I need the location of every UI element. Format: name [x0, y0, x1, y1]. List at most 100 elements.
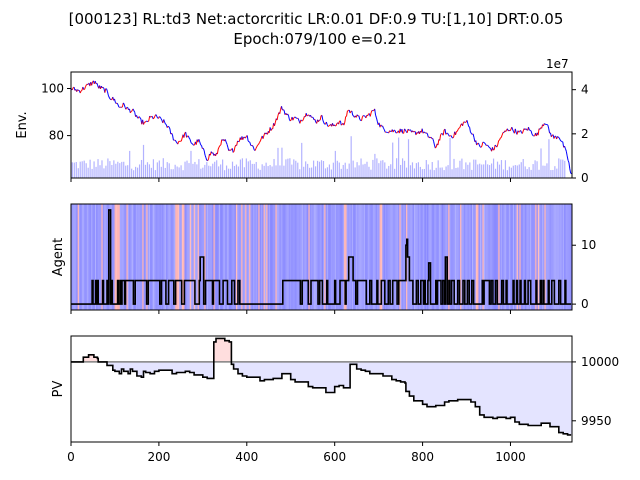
price-segment — [476, 143, 478, 146]
price-segment — [351, 110, 354, 116]
volume-bar — [544, 165, 546, 178]
pv-fill-above — [86, 357, 89, 362]
price-segment — [114, 98, 116, 103]
price-line — [70, 80, 572, 175]
volume-bar — [550, 170, 552, 178]
price-segment — [564, 145, 566, 149]
action-buy-band — [461, 204, 463, 310]
price-segment — [136, 115, 138, 118]
volume-bar — [247, 161, 249, 178]
volume-bar — [119, 163, 121, 178]
env-ytick-label-100: 100 — [41, 81, 64, 95]
price-segment — [483, 141, 485, 144]
volume-bar — [218, 166, 220, 178]
volume-bar — [496, 161, 499, 178]
volume-bar — [360, 158, 362, 178]
volume-bar — [277, 147, 279, 178]
action-buy-band — [400, 204, 403, 310]
volume-bar — [528, 167, 530, 178]
pv-fill-below — [172, 361, 177, 374]
action-buy-band — [329, 204, 331, 310]
action-sell-band — [275, 204, 277, 310]
action-sell-band — [535, 204, 537, 310]
volume-bar — [526, 169, 528, 178]
action-buy-band — [161, 204, 164, 310]
action-buy-band — [192, 204, 194, 310]
action-buy-band — [72, 204, 74, 310]
env-ytick-label-80: 80 — [49, 129, 64, 143]
pv-x-ticks: 0 200 400 600 800 1000 — [67, 442, 526, 464]
volume-bar — [536, 161, 538, 178]
volume-bar — [93, 161, 95, 178]
action-buy-band — [88, 204, 90, 310]
volume-bar — [368, 166, 370, 178]
action-sell-band — [176, 204, 178, 310]
action-buy-band — [210, 204, 213, 310]
volume-bar — [471, 169, 473, 178]
price-segment — [389, 130, 391, 132]
env-rtick-label-2: 2 — [581, 127, 589, 141]
action-sell-band — [258, 204, 260, 310]
volume-bar — [330, 169, 332, 178]
action-buy-band — [103, 204, 106, 310]
price-segment — [358, 115, 361, 120]
price-segment — [338, 120, 340, 125]
price-segment — [104, 88, 107, 93]
volume-bar — [309, 167, 311, 178]
pv-fill-below — [136, 361, 142, 377]
price-segment — [203, 150, 206, 156]
volume-bar — [312, 160, 315, 178]
pv-fill-below — [112, 361, 116, 371]
price-segment — [122, 102, 125, 105]
action-buy-band — [462, 204, 465, 310]
action-sell-band — [175, 204, 177, 310]
volume-bar — [451, 169, 453, 178]
action-buy-band — [528, 204, 531, 310]
action-buy-band — [388, 204, 391, 310]
action-buy-band — [409, 204, 412, 310]
volume-bar — [172, 169, 174, 178]
action-sell-band — [193, 204, 196, 310]
price-segment — [199, 141, 202, 145]
price-segment — [496, 144, 499, 148]
price-segment — [501, 132, 504, 136]
action-buy-band — [466, 204, 469, 310]
pv-fill-below — [435, 361, 441, 406]
volume-bar — [121, 161, 123, 178]
volume-bar — [89, 159, 91, 178]
pv-fill-below — [312, 361, 318, 388]
price-segment — [164, 121, 166, 125]
volume-bar — [376, 158, 378, 178]
action-sell-band — [343, 204, 346, 310]
action-buy-band — [429, 204, 432, 310]
action-buy-band — [463, 204, 466, 310]
price-segment — [475, 140, 478, 146]
action-buy-band — [105, 204, 107, 310]
volume-bar — [413, 168, 416, 178]
pv-fill-below — [154, 361, 160, 372]
action-buy-band — [552, 204, 554, 310]
price-segment — [192, 143, 195, 146]
price-segment — [375, 114, 377, 118]
volume-bar — [156, 162, 158, 178]
pv-fill-below — [198, 361, 204, 375]
action-buy-band — [277, 204, 280, 310]
action-buy-band — [397, 204, 400, 310]
action-buy-band — [511, 204, 513, 310]
volume-bar — [314, 166, 317, 178]
pv-fill-below — [413, 361, 419, 401]
action-buy-band — [533, 204, 536, 310]
price-segment — [494, 144, 497, 147]
price-segment — [183, 132, 186, 138]
volume-bar — [336, 160, 338, 178]
volume-bar — [168, 163, 170, 178]
pv-fill-below — [541, 361, 546, 424]
volume-bar — [400, 164, 402, 178]
price-segment — [509, 129, 512, 132]
volume-bar — [362, 164, 364, 178]
volume-bar — [97, 159, 99, 178]
volume-bar — [469, 162, 471, 178]
volume-bar — [520, 162, 522, 178]
action-buy-band — [359, 204, 362, 310]
action-buy-band — [568, 204, 570, 310]
